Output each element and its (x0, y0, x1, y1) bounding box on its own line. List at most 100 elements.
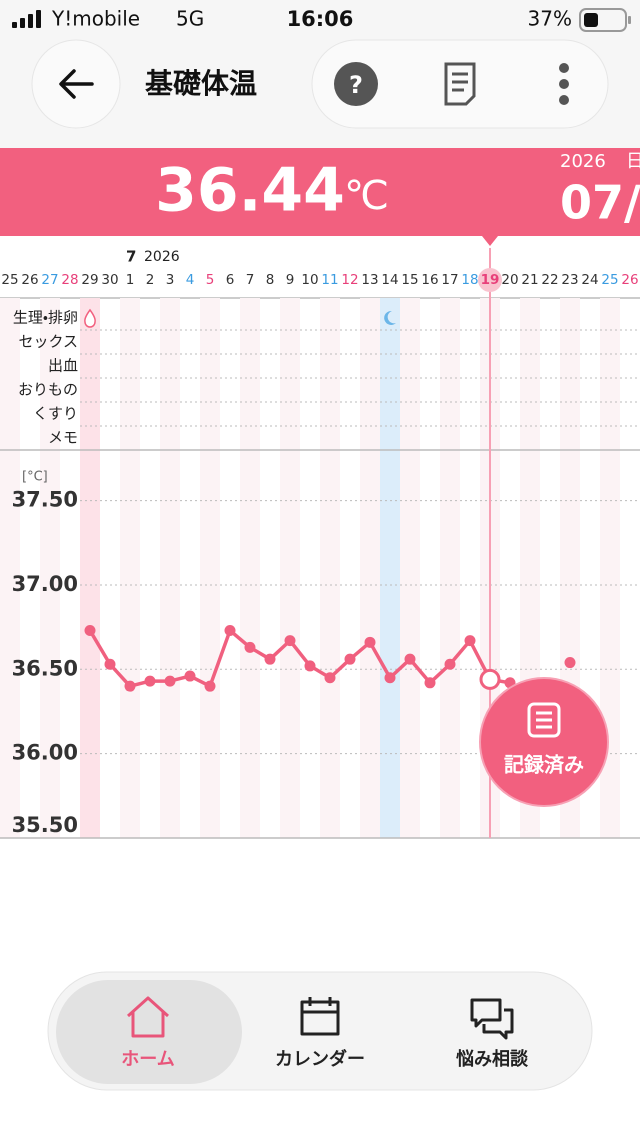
report-button[interactable] (444, 62, 476, 106)
point (84, 625, 96, 637)
day-label[interactable]: 1 (126, 272, 135, 288)
day-label[interactable]: 6 (226, 272, 235, 288)
point (464, 635, 476, 647)
recorded-label: 記録済み (504, 753, 584, 777)
point (124, 680, 136, 692)
temperature-value: 36.44 (155, 156, 345, 226)
day-label[interactable]: 5 (206, 272, 215, 288)
action-pill (311, 39, 609, 129)
point (304, 660, 316, 672)
selected-point (479, 668, 501, 690)
tab-active-bg (56, 980, 242, 1084)
point (364, 636, 376, 648)
day-label[interactable]: 7 (246, 272, 255, 288)
column-stripe (40, 298, 60, 838)
row-label: おりもの (18, 381, 78, 399)
day-label[interactable]: 25 (1, 272, 18, 288)
battery-level: 37% (528, 7, 572, 31)
svg-text:?: ? (349, 71, 363, 99)
selected-pointer (482, 236, 498, 246)
day-label[interactable]: 11 (321, 272, 338, 288)
point (204, 680, 216, 692)
day-label[interactable]: 20 (501, 272, 518, 288)
point (244, 641, 256, 653)
day-label[interactable]: 12 (341, 272, 358, 288)
tab[interactable]: 悩み相談 (456, 998, 529, 1070)
day-label[interactable]: 27 (41, 272, 58, 288)
day-label[interactable]: 17 (441, 272, 458, 288)
recorded-button[interactable]: 記録済み (479, 677, 609, 807)
day-label[interactable]: 25 (601, 272, 618, 288)
page-title: 基礎体温 (145, 67, 257, 100)
carrier: Y!mobile (51, 7, 140, 31)
clock: 16:06 (287, 7, 354, 31)
y-tick-label: 36.50 (12, 656, 78, 680)
day-label[interactable]: 21 (521, 272, 538, 288)
column-stripe (0, 298, 20, 838)
banner-day-label: 日 (626, 151, 640, 172)
tab-label: ホーム (121, 1049, 174, 1070)
tab-icon (126, 996, 170, 1038)
tab[interactable]: カレンダー (275, 997, 365, 1070)
day-label[interactable]: 10 (301, 272, 318, 288)
selected-day-bg (478, 268, 502, 292)
column-stripe (280, 298, 300, 838)
day-label[interactable]: 28 (61, 272, 78, 288)
signal (12, 10, 41, 28)
row-label: 出血 (48, 357, 78, 375)
day-label[interactable]: 26 (21, 272, 38, 288)
year-label: 2026 (144, 249, 180, 265)
point (424, 677, 436, 689)
point (164, 675, 176, 687)
back-arrow (59, 69, 94, 99)
day-label[interactable]: 18 (461, 272, 478, 288)
menu-button[interactable] (559, 63, 569, 105)
row-label: くすり (33, 405, 78, 423)
battery-icon (579, 8, 631, 32)
day-label[interactable]: 29 (81, 272, 98, 288)
day-label[interactable]: 3 (166, 272, 175, 288)
tab[interactable]: ホーム (56, 980, 242, 1084)
column-stripe (320, 298, 340, 838)
period-icon (84, 308, 96, 328)
column-stripe (160, 298, 180, 838)
banner-date: 07/ (560, 176, 640, 230)
day-label[interactable]: 26 (621, 272, 638, 288)
point (224, 625, 236, 637)
day-label[interactable]: 24 (581, 272, 598, 288)
y-tick-label: 37.00 (12, 572, 78, 596)
y-tick-label: 37.50 (12, 488, 78, 512)
day-label[interactable]: 23 (561, 272, 578, 288)
day-label[interactable]: 14 (381, 272, 398, 288)
column-stripe (120, 298, 140, 838)
help-button[interactable]: ? (334, 62, 378, 106)
day-label[interactable]: 9 (286, 272, 295, 288)
day-label[interactable]: 16 (421, 272, 438, 288)
row-label: 生理・排卵 (13, 309, 78, 327)
day-label[interactable]: 15 (401, 272, 418, 288)
y-unit: [°C] (22, 470, 48, 485)
day-label[interactable]: 8 (266, 272, 275, 288)
day-label[interactable]: 2 (146, 272, 155, 288)
day-label[interactable]: 4 (186, 272, 195, 288)
temperature-unit: ℃ (344, 173, 389, 219)
day-label[interactable]: 13 (361, 272, 378, 288)
column-stripe (400, 298, 420, 838)
day-label[interactable]: 19 (481, 272, 500, 288)
day-label[interactable]: 30 (101, 272, 118, 288)
month-label: 7 (126, 248, 136, 266)
point (384, 672, 396, 684)
point (144, 675, 156, 687)
y-tick-label: 36.00 (12, 741, 78, 765)
tab-icon (470, 998, 514, 1040)
tab-label: 悩み相談 (456, 1048, 529, 1070)
point (404, 653, 416, 665)
moon-column (380, 298, 400, 838)
day-label[interactable]: 22 (541, 272, 558, 288)
period-column (80, 298, 100, 838)
point (564, 657, 576, 669)
